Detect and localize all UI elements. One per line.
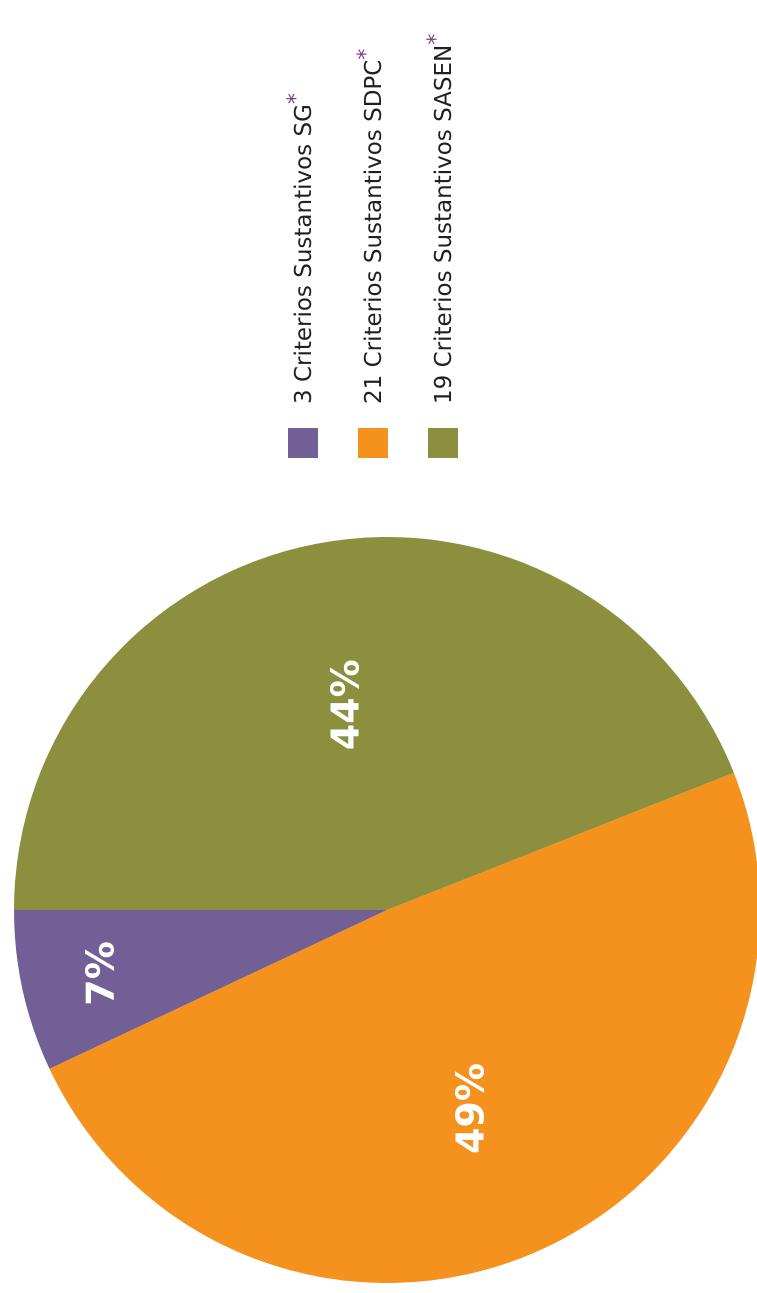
pie-slice xyxy=(14,910,387,1069)
legend-label: 21 Criterios Sustantivos SDPC* xyxy=(354,49,387,404)
slice-label: 44% xyxy=(323,659,367,750)
slice-labels: 7% 49% 44% xyxy=(79,659,493,1154)
slice-label: 49% xyxy=(448,1063,492,1154)
slice-label: 7% xyxy=(79,941,123,1006)
legend-label: 19 Criterios Sustantivos SASEN* xyxy=(424,34,457,404)
legend: 3 Criterios Sustantivos SG* 21 Criterios … xyxy=(284,34,458,458)
legend-label: 3 Criterios Sustantivos SG* xyxy=(284,93,317,404)
legend-swatch xyxy=(288,428,318,458)
pie-slice xyxy=(13,537,734,910)
legend-swatch xyxy=(428,428,458,458)
legend-asterisk: * xyxy=(284,93,309,104)
legend-asterisk: * xyxy=(424,34,449,45)
legend-swatch xyxy=(358,428,388,458)
legend-asterisk: * xyxy=(354,49,379,60)
pie-slice xyxy=(49,772,757,1283)
pie-slices xyxy=(13,537,757,1283)
